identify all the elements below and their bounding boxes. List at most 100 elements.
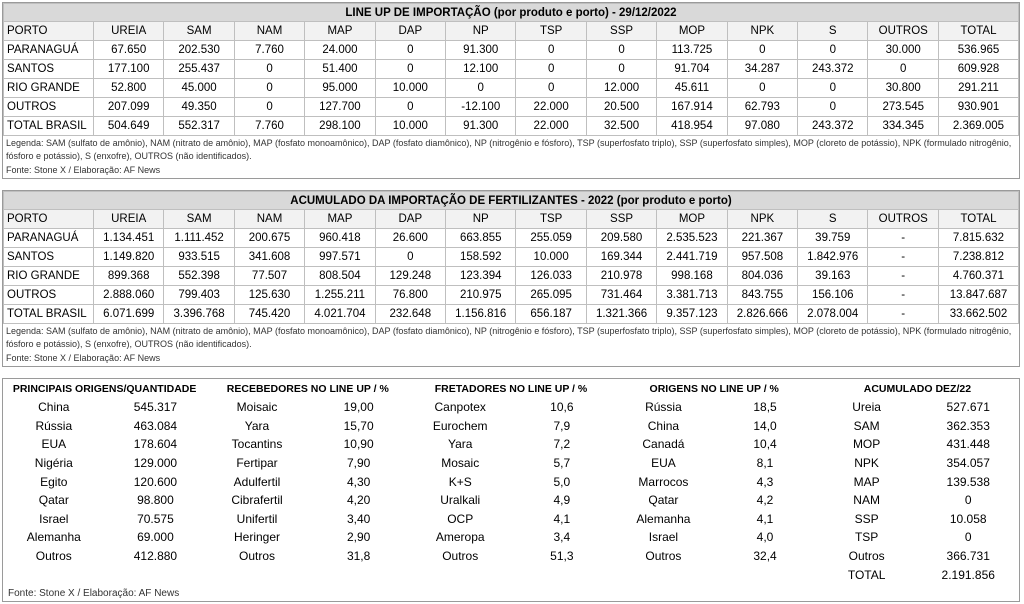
column-header: SAM	[163, 21, 235, 41]
column-header: MOP	[656, 21, 728, 41]
cell: 39.163	[797, 266, 869, 286]
list-item: China 545.317	[3, 398, 206, 417]
item-name: Rússia	[35, 418, 73, 433]
cell: 2.369.005	[937, 116, 1020, 136]
cell: 13.847.687	[937, 285, 1020, 305]
item-name: Israel	[648, 530, 679, 545]
column-header: OUTROS	[867, 209, 939, 229]
item-name: SSP	[854, 511, 879, 526]
item-value: 0	[964, 530, 972, 545]
cell: 933.515	[163, 247, 235, 267]
list-item: MOP 431.448	[816, 435, 1019, 454]
cell: 1.149.820	[92, 247, 165, 267]
cell: 207.099	[92, 97, 165, 117]
cell: 129.248	[374, 266, 447, 286]
item-value: 10,4	[753, 437, 777, 452]
list-item: Yara 7,2	[409, 435, 612, 454]
column-header: NPK	[726, 21, 799, 41]
cell: 12.100	[445, 59, 517, 79]
column-header: DAP	[374, 21, 447, 41]
cell: 45.000	[163, 78, 235, 98]
item-name: Yara	[447, 437, 473, 452]
list-item: Uralkali 4,9	[409, 491, 612, 510]
list-item: Fertipar 7,90	[206, 454, 409, 473]
cell: 2.535.523	[656, 228, 728, 248]
cell: 0	[445, 78, 517, 98]
item-name: K+S	[448, 474, 472, 489]
item-value: 31,8	[346, 549, 371, 564]
list-item: Outros 51,3	[409, 547, 612, 566]
item-name: NAM	[853, 493, 880, 508]
data-row: PARANAGUÁ 67.650 202.530 7.760 24.000 0 91.300…	[3, 40, 1020, 60]
header-row: PORTO UREIA SAM NAM MAP DAP NP TSP SSP MOP NPK S OUT…	[3, 209, 1020, 229]
table: ACUMULADO DA IMPORTAÇÃO DE FERTILIZANTES…	[3, 191, 1020, 324]
item-name: NPK	[854, 456, 879, 471]
column-header: NP	[445, 209, 517, 229]
cell: 97.080	[726, 116, 799, 136]
item-name: OCP	[447, 511, 474, 526]
data-row: RIO GRANDE 52.800 45.000 0 95.000 10.000 0 0 12.…	[3, 78, 1020, 98]
cell: 1.111.452	[163, 228, 235, 248]
cell: 0	[515, 78, 587, 98]
cell: 9.357.123	[656, 304, 728, 324]
item-name: Ameropa	[435, 530, 485, 545]
cell: 960.418	[304, 228, 376, 248]
item-name: Eurochem	[432, 418, 488, 433]
cell: 609.928	[937, 59, 1020, 79]
item-value: 139.538	[946, 474, 990, 489]
list-item: Israel 70.575	[3, 510, 206, 529]
cell: 243.372	[797, 59, 869, 79]
item-value: 4,2	[756, 493, 774, 508]
item-value: 362.353	[946, 418, 990, 433]
table-source: Fonte: Stone X / Elaboração: AF News	[6, 353, 161, 363]
item-value: 19,00	[343, 400, 374, 415]
data-row: OUTROS 2.888.060 799.403 125.630 1.255.211 76…	[3, 285, 1020, 305]
item-name: MOP	[852, 437, 881, 452]
table-title: ACUMULADO DA IMPORTAÇÃO DE FERTILIZANTES…	[3, 191, 1019, 210]
title-row: LINE UP DE IMPORTAÇÃO (por produto e por…	[3, 3, 1019, 22]
item-value: 4,0	[756, 530, 774, 545]
cell: 0	[374, 59, 447, 79]
list-title: RECEBEDORES NO LINE UP / %	[226, 383, 389, 395]
item-name: EUA	[651, 456, 676, 471]
cell: 51.400	[304, 59, 376, 79]
cell: 808.504	[304, 266, 376, 286]
cell: 177.100	[92, 59, 165, 79]
list-item: Ameropa 3,4	[409, 528, 612, 547]
item-value: 7,9	[553, 418, 571, 433]
item-name: Moisaic	[236, 400, 278, 415]
cell: 30.000	[867, 40, 939, 60]
item-name: Heringer	[233, 530, 281, 545]
item-value: 69.000	[137, 530, 174, 545]
cell: 32.500	[585, 116, 658, 136]
column-header: UREIA	[92, 21, 165, 41]
data-row: RIO GRANDE 899.368 552.398 77.507 808.504 129…	[3, 266, 1020, 286]
data-row: TOTAL BRASIL 504.649 552.317 7.760 298.100 10…	[3, 116, 1020, 136]
list-item: SAM 362.353	[816, 417, 1019, 436]
cell: 957.508	[726, 247, 799, 267]
cell: 0	[515, 59, 587, 79]
cell: 243.372	[797, 116, 869, 136]
list-item: Nigéria 129.000	[3, 454, 206, 473]
cell: 4.021.704	[304, 304, 376, 324]
item-name: Qatar	[648, 493, 679, 508]
item-name: Outros	[35, 549, 72, 564]
item-value: 120.600	[133, 474, 178, 489]
item-name: TSP	[854, 530, 879, 545]
item-name: Tocantins	[231, 437, 283, 452]
port-name: PARANAGUÁ	[3, 228, 94, 248]
item-name: SAM	[853, 418, 880, 433]
cell: 22.000	[515, 97, 587, 117]
cell: 997.571	[304, 247, 376, 267]
item-name: Outros	[442, 549, 479, 564]
column-header: MAP	[304, 21, 376, 41]
list-item: Qatar 98.800	[3, 491, 206, 510]
item-value: 0	[964, 493, 972, 508]
list-title: ACUMULADO DEZ/22	[863, 383, 972, 395]
item-value: 2.191.856	[941, 567, 995, 582]
cell: 91.300	[445, 40, 517, 60]
port-name: SANTOS	[3, 59, 94, 79]
port-name: OUTROS	[3, 97, 94, 117]
cell: 418.954	[656, 116, 728, 136]
